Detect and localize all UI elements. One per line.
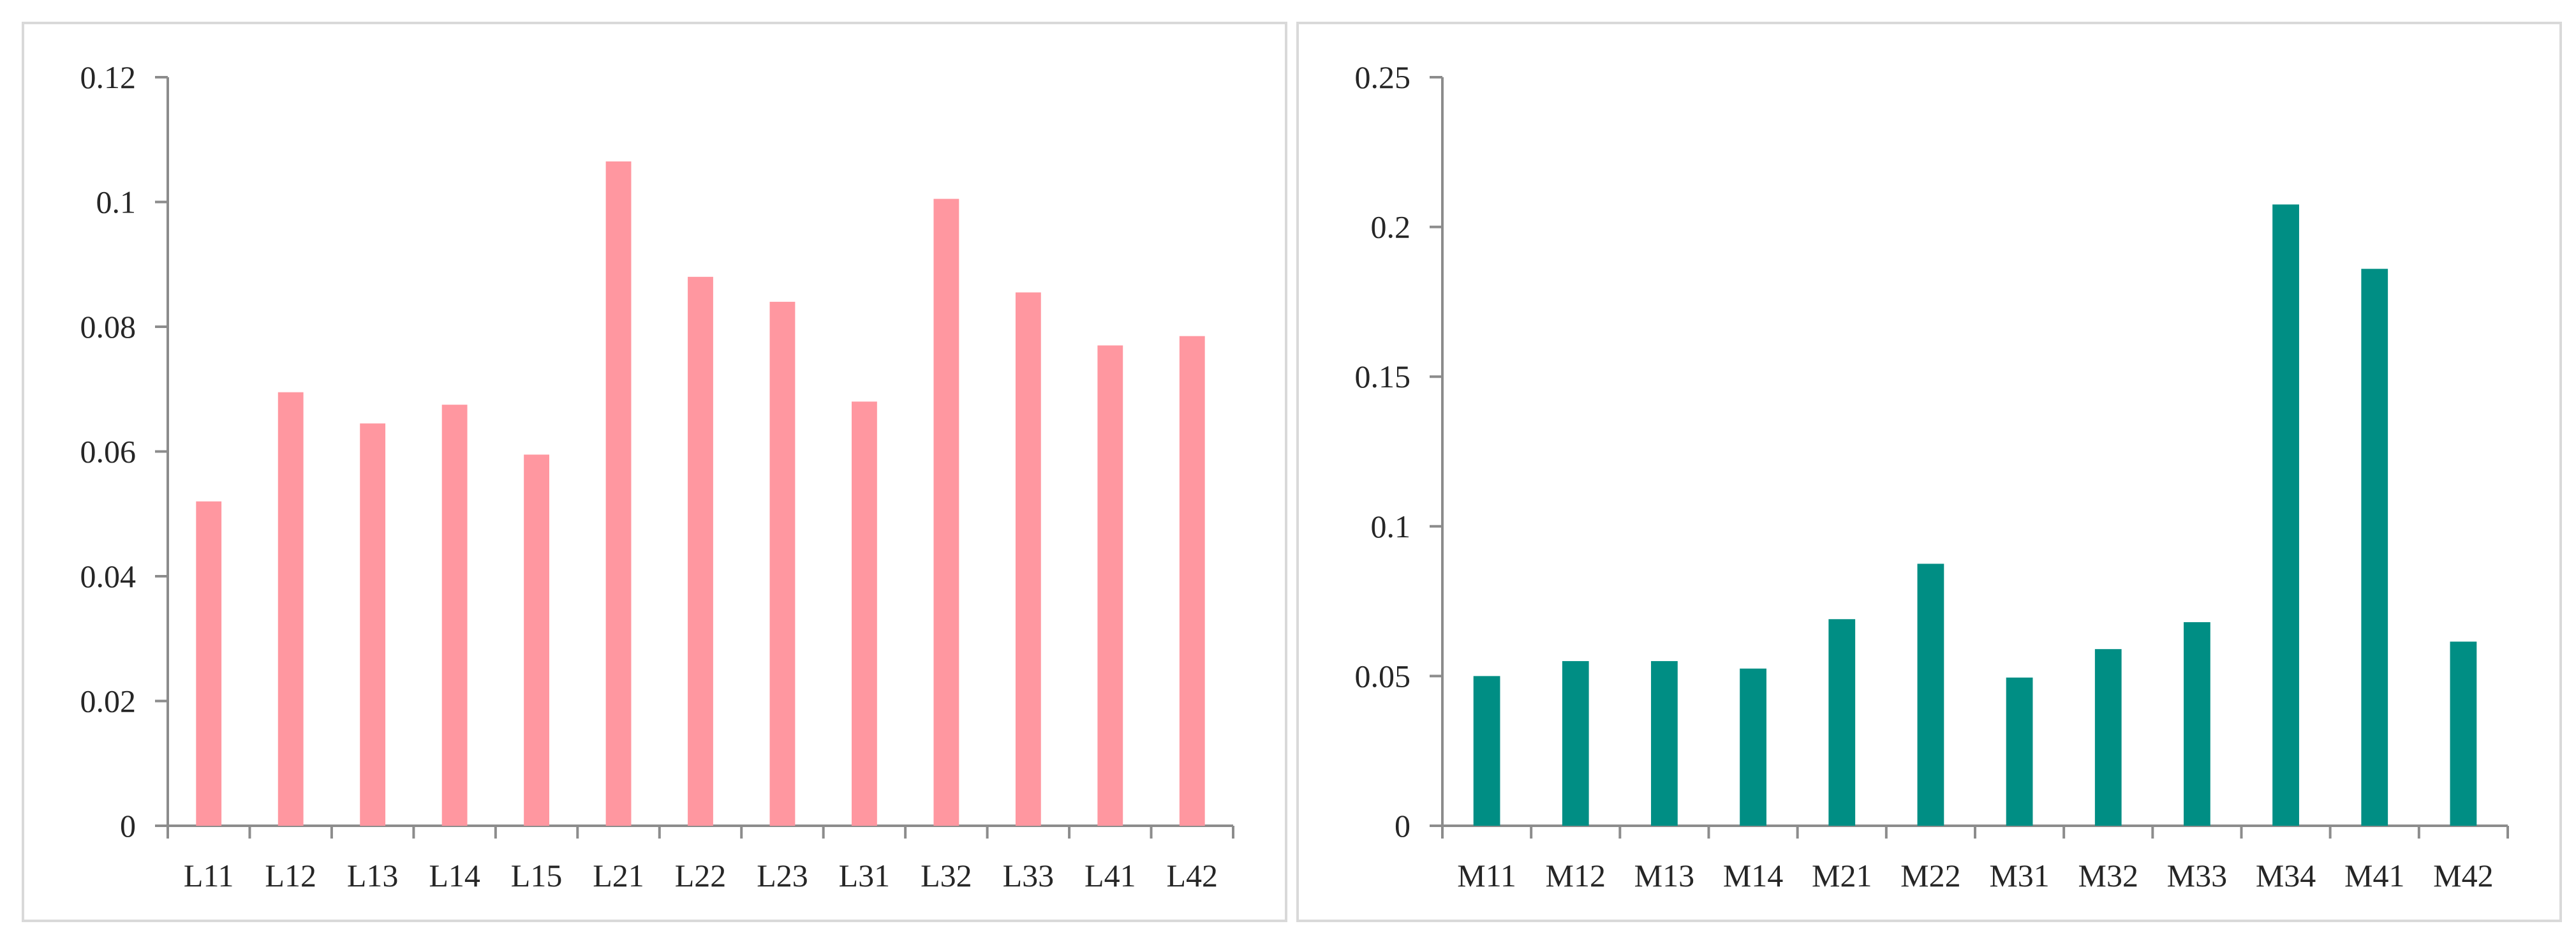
x-tick-label: L23 [757,858,808,893]
y-tick-label: 0 [120,808,136,844]
bar-l32 [933,198,959,826]
x-tick-label: M32 [2078,858,2138,893]
x-tick-label: L42 [1166,858,1218,893]
y-tick-label: 0.1 [96,184,137,220]
bar-m14 [1740,668,1766,826]
x-tick-label: L15 [511,858,563,893]
y-tick-label: 0.06 [80,434,137,470]
bar-m11 [1473,676,1500,826]
x-tick-label: L21 [593,858,644,893]
bar-l14 [441,405,468,826]
bar-m42 [2450,641,2477,826]
bar-chart-left: 0 0.02 0.04 0.06 0.08 0.1 0.12 L11 L12 L13 L14 L15 L… [80,59,1234,893]
bar-l15 [524,454,549,826]
bar-l41 [1097,345,1123,826]
x-tick-label: M21 [1812,858,1872,893]
y-tick-label: 0.1 [1371,509,1411,544]
x-tick-label: M42 [2433,858,2493,893]
bar-l33 [1015,292,1041,826]
x-tick-label: L32 [921,858,972,893]
bar-m13 [1651,660,1678,826]
x-tick-label: L33 [1003,858,1055,893]
y-tick-label: 0.08 [80,309,137,345]
y-tick-label: 0 [1395,808,1410,844]
bar-m21 [1828,619,1856,826]
bar-chart-right: 0 0.05 0.1 0.15 0.2 0.25 M11 M12 M13 M14 M21 M22 M31… [1355,59,2509,893]
bar-l13 [360,423,386,826]
bar-l11 [196,501,222,826]
chart-panel-right: 0 0.05 0.1 0.15 0.2 0.25 M11 M12 M13 M14 M21 M22 M31… [1296,22,2562,922]
x-tick-label: M13 [1634,858,1694,893]
x-tick-label: M22 [1900,858,1960,893]
x-tick-label: L11 [184,858,234,893]
x-tick-label: M11 [1457,858,1516,893]
bar-l21 [605,161,632,826]
bar-l31 [852,401,877,826]
x-tick-label: M41 [2344,858,2404,893]
bar-l42 [1179,336,1205,826]
y-tick-label: 0.02 [80,683,137,719]
y-tick-label: 0.15 [1355,359,1411,394]
y-tick-label: 0.04 [80,558,137,594]
x-tick-label: L22 [675,858,727,893]
bar-m32 [2094,649,2122,826]
bar-m12 [1562,660,1589,826]
x-tick-label: M33 [2167,858,2227,893]
bar-m34 [2272,204,2299,826]
x-tick-label: M34 [2256,858,2316,893]
y-tick-label: 0.25 [1355,59,1411,95]
y-tick-label: 0.05 [1355,658,1411,694]
chart-panel-left: 0 0.02 0.04 0.06 0.08 0.1 0.12 L11 L12 L13 L14 L15 L… [22,22,1287,922]
bar-m31 [2006,677,2033,826]
bar-m41 [2361,269,2388,826]
x-tick-label: L41 [1084,858,1136,893]
bar-l22 [688,276,713,826]
x-tick-label: L12 [265,858,316,893]
y-tick-label: 0.2 [1371,209,1411,245]
x-tick-label: L13 [347,858,399,893]
x-tick-label: M31 [1989,858,2049,893]
x-tick-label: M14 [1723,858,1783,893]
y-tick-label: 0.12 [80,59,137,95]
x-tick-label: L14 [429,858,480,893]
bar-l23 [769,301,796,826]
bar-l12 [278,392,304,826]
bar-m33 [2184,622,2210,826]
x-tick-label: L31 [839,858,891,893]
x-tick-label: M12 [1546,858,1606,893]
bar-m22 [1917,563,1944,826]
